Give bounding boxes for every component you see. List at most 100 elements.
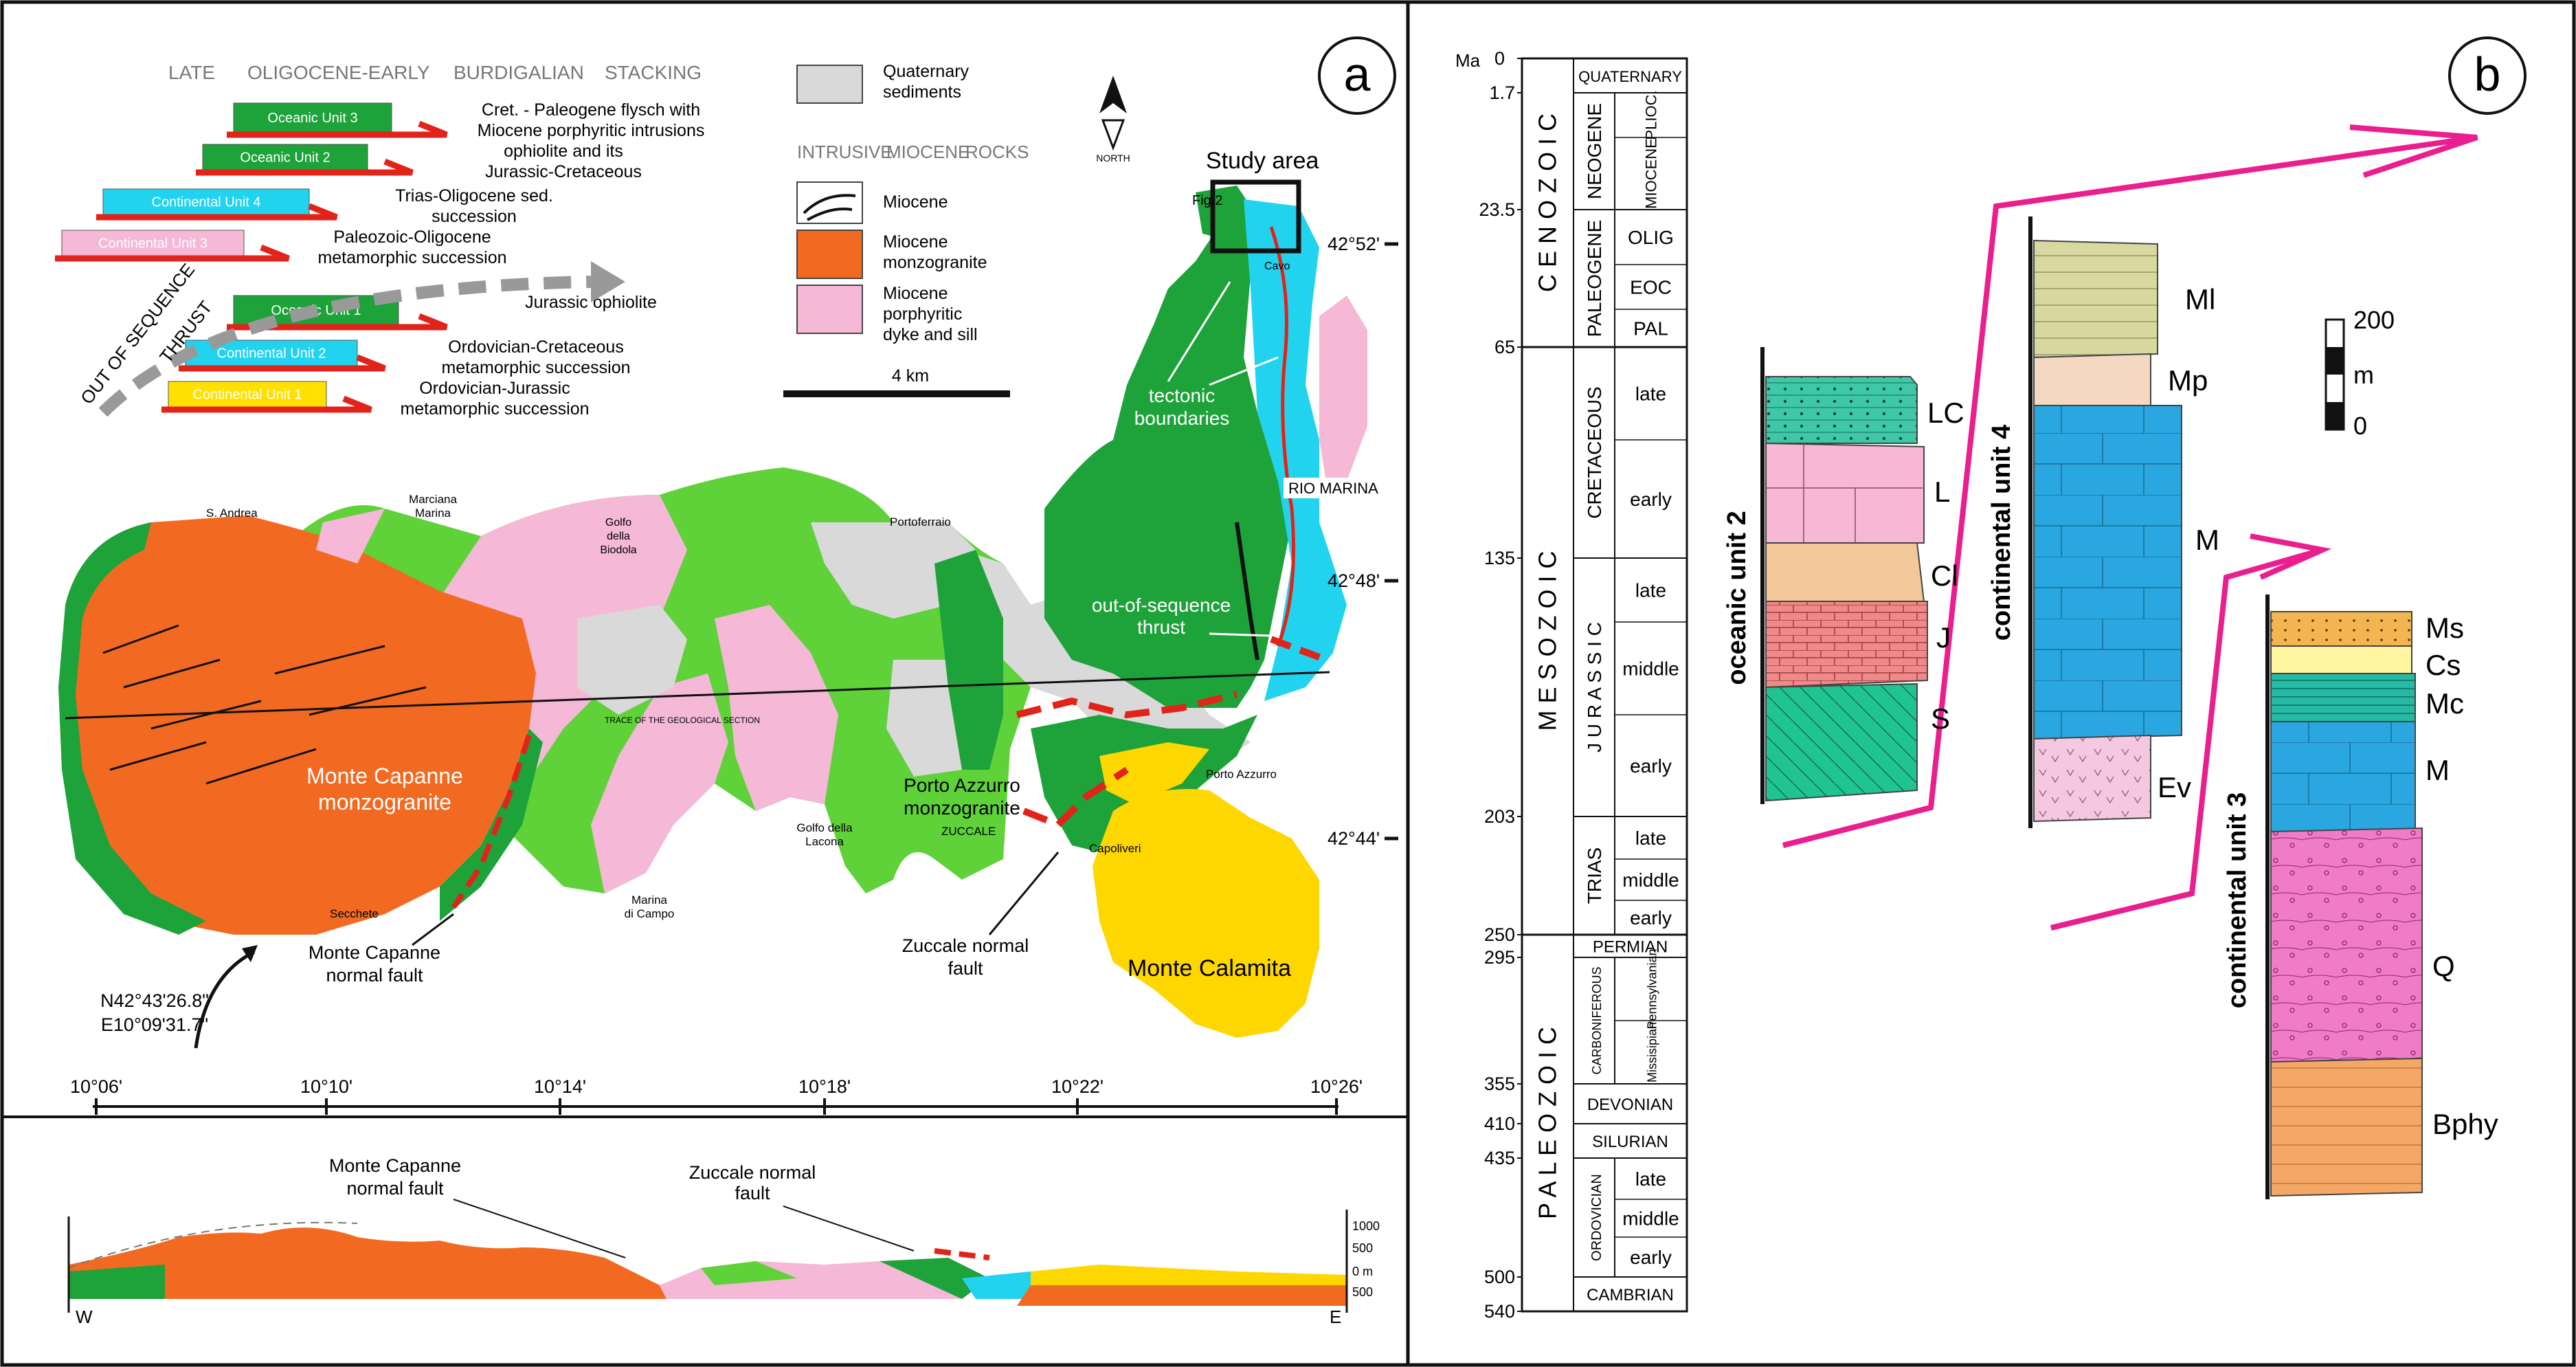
era-label: C E N O Z O I C: [1534, 113, 1562, 292]
geological-cross-section: W E Monte Capanne normal fault Zuccale n…: [67, 1155, 1380, 1327]
period-label: J U R A S S I C: [1584, 622, 1605, 753]
map-continental-4: [1244, 199, 1347, 701]
map-marciana-pink: [316, 509, 385, 564]
epoch-label: PLIOC.: [1643, 90, 1660, 140]
period-label: QUATERNARY: [1578, 68, 1682, 85]
column-name-cu4: continental unit 4: [1987, 425, 2016, 641]
pa-monzo-label-1: Porto Azzurro: [904, 775, 1020, 796]
lat-tick-1: 42°52': [1328, 234, 1380, 254]
age-label: 65: [1494, 337, 1515, 357]
section-zuccale-arrow: [783, 1205, 915, 1252]
unit-bar-fill: [168, 381, 327, 409]
place-marina-campo-1: Marina: [631, 893, 668, 907]
stacking-header-burdigalian: BURDIGALIAN: [453, 62, 584, 83]
place-marciana-2: Marina: [415, 507, 451, 520]
layer-Ev: [2033, 734, 2151, 823]
epoch-label: MIOCENE: [1643, 138, 1660, 209]
thickness-scale: 200 m 0: [2325, 306, 2395, 440]
unit-bar-arrow: [55, 244, 290, 262]
label-Ml: Ml: [2185, 283, 2215, 315]
column-continental-unit-3: continental unit 3 Ms Cs Mc M Q Bphy: [2223, 594, 2498, 1199]
east-dyke: [1235, 522, 1259, 660]
unit-description: Miocene porphyritic intrusions: [478, 121, 705, 140]
place-biodola-3: Biodola: [600, 544, 636, 556]
zuccale-fault-label-1: Zuccale normal: [902, 935, 1029, 956]
monte-calamita-label: Monte Calamita: [1128, 955, 1291, 981]
section-east: E: [1330, 1307, 1341, 1327]
section-scale-1000: 1000: [1352, 1219, 1380, 1233]
layer-Bphy: [2270, 1057, 2423, 1197]
label-M-cu3: M: [2426, 754, 2450, 786]
correlation-lines: [1782, 124, 2478, 931]
label-Mp: Mp: [2168, 364, 2208, 397]
section-yellow: [1031, 1265, 1347, 1285]
lat-tick-3: 42°44': [1328, 828, 1380, 849]
layer-L: [1765, 442, 1925, 544]
lon-tick-label: 10°22': [1051, 1076, 1104, 1097]
epoch-label: middle: [1622, 1208, 1679, 1230]
mc-fault-arrow: [412, 913, 454, 946]
period-label: PALEOGENE: [1584, 220, 1605, 337]
unit-description: Ordovician-Jurassic: [419, 379, 570, 398]
map-porto-azzurro-yellow: [1099, 742, 1209, 804]
unit-description: metamorphic succession: [317, 248, 506, 267]
epoch-label: late: [1635, 580, 1666, 601]
age-label: 23.5: [1479, 199, 1515, 220]
section-scale-500: 500: [1352, 1241, 1373, 1255]
layer-Mp: [2033, 353, 2151, 406]
lon-tick-label: 10°06': [70, 1076, 122, 1097]
section-zuccale-fault: [934, 1248, 990, 1260]
section-mc-fault-2: normal fault: [346, 1178, 444, 1199]
map-porphyritic-east: [1319, 296, 1367, 481]
section-west: W: [76, 1307, 93, 1327]
age-label: 500: [1484, 1267, 1515, 1287]
unit-bar-label: Continental Unit 2: [217, 346, 326, 362]
unit-bar-continental-unit-3: Continental Unit 3 Paleozoic-Oligocenemet…: [55, 227, 507, 267]
place-marciana-1: Marciana: [409, 493, 457, 506]
unit-bar-continental-unit-1: Continental Unit 1 Ordovician-Jurassicmet…: [161, 379, 590, 419]
map-monte-capanne: [62, 515, 536, 935]
era-label: P A L E O Z O I C: [1534, 1027, 1562, 1219]
unit-bar-arrow: [227, 120, 448, 138]
zuccale-fault-label-2: fault: [948, 958, 983, 979]
place-zuccale: ZUCCALE: [941, 825, 996, 838]
unit-bar-continental-unit-4: Continental Unit 4 Trias-Oligocene sed. su…: [96, 186, 553, 226]
lon-tick-label: 10°14': [534, 1076, 586, 1097]
unit-description: Cret. - Paleogene flysch with: [482, 100, 700, 120]
section-zuccale-2: fault: [735, 1183, 770, 1203]
place-cavo: Cavo: [1264, 260, 1290, 272]
place-biodola-2: della: [607, 531, 630, 542]
period-label: SILURIAN: [1592, 1133, 1668, 1151]
column-oceanic-unit-2: oceanic unit 2 LC L Cl J S: [1723, 347, 1964, 804]
unit-bar-label: Continental Unit 1: [193, 388, 302, 403]
geological-map: [58, 179, 1367, 1038]
section-green-east: [880, 1258, 989, 1299]
north-arrow-icon: NORTH: [1096, 76, 1130, 164]
label-Mc: Mc: [2426, 687, 2464, 720]
label-S: S: [1931, 702, 1950, 735]
legend-porph-1: Miocene: [883, 284, 948, 303]
unit-bar-label: Continental Unit 3: [98, 236, 208, 252]
rio-marina-bg: [1284, 478, 1387, 498]
label-J: J: [1936, 621, 1951, 654]
mc-monzo-label-2: monzogranite: [318, 790, 451, 814]
layer-Ms: [2270, 611, 2412, 647]
unit3-boundary-dash: [2050, 891, 2193, 931]
map-labels: Study area Fig.2 Cavo RIO MARINA S. Andr…: [100, 148, 1387, 1049]
oos-thrust-arrow: [1209, 632, 1272, 637]
section-cyan: [962, 1271, 1044, 1299]
layer-Q: [2270, 827, 2423, 1063]
oos-thrust-label-1: out-of-sequence: [1092, 594, 1231, 616]
place-lacona-1: Golfo della: [796, 821, 853, 834]
fig2-label: Fig.2: [1192, 193, 1222, 208]
tectonic-boundary-line: [1269, 226, 1295, 647]
layer-Mc: [2270, 673, 2416, 722]
label-L: L: [1934, 476, 1950, 508]
mc-fault-label-1: Monte Capanne: [309, 942, 440, 963]
age-label: 540: [1484, 1301, 1515, 1322]
unit-bar-label: Oceanic Unit 3: [267, 111, 357, 126]
unit-bar-fill: [102, 188, 310, 216]
column-name-ou2: oceanic unit 2: [1723, 511, 1751, 685]
